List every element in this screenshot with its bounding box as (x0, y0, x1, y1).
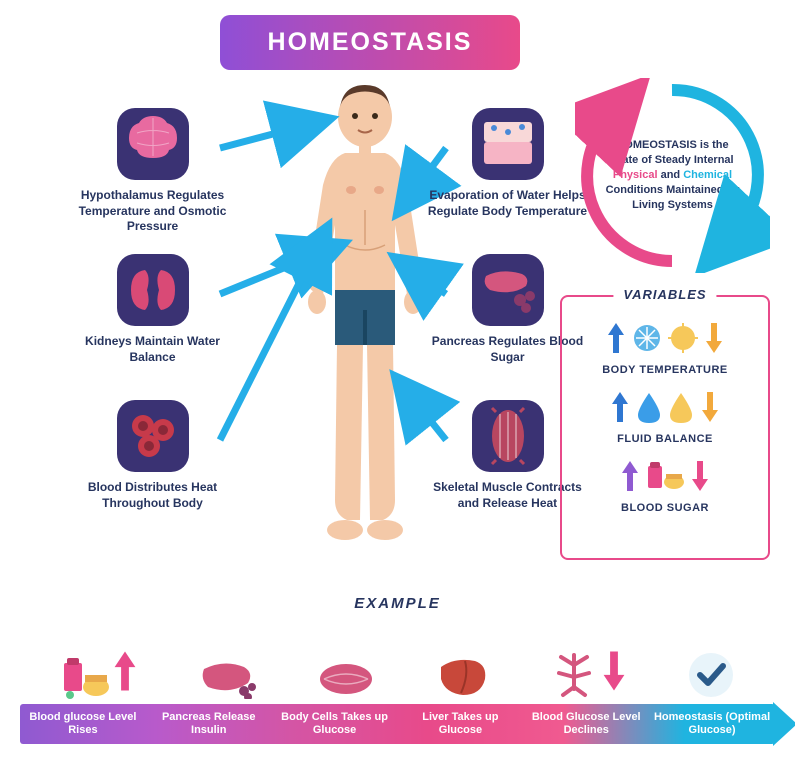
arrow-up-icon (610, 390, 630, 429)
blood-icon (117, 400, 189, 472)
arrow-down-icon (700, 390, 720, 429)
example-step-label: Liver Takes up Glucose (397, 704, 523, 744)
organ-card-hypothalamus: Hypothalamus Regulates Temperature and O… (70, 108, 235, 235)
example-step-icon (687, 651, 735, 699)
organ-card-skin: Evaporation of Water Helps Regulate Body… (425, 108, 590, 219)
pancreas-icon (472, 254, 544, 326)
variable-icon (668, 391, 694, 428)
variables-panel: VARIABLES BODY TEMPERATURE FLUID BALANCE… (560, 295, 770, 560)
example-step-label: Pancreas Release Insulin (146, 704, 272, 744)
arrow-down-icon (601, 648, 627, 699)
hypothalamus-icon (117, 108, 189, 180)
skin-icon (472, 108, 544, 180)
example-title: EXAMPLE (354, 595, 441, 612)
variable-row (570, 390, 760, 429)
title-text: HOMEOSTASIS (268, 28, 473, 57)
variable-icon (646, 460, 684, 497)
variable-label: BODY TEMPERATURE (570, 364, 760, 376)
arrow-up-icon (606, 321, 626, 360)
variable-row (570, 459, 760, 498)
example-step-label: Blood Glucose Level Declines (523, 704, 649, 744)
title-banner: HOMEOSTASIS (220, 15, 520, 70)
arrow-up-icon (112, 648, 138, 699)
variable-icon (636, 391, 662, 428)
variable-label: FLUID BALANCE (570, 433, 760, 445)
variable-icon (632, 323, 662, 358)
kidneys-icon (117, 254, 189, 326)
variable-row (570, 321, 760, 360)
arrow-down-icon (690, 459, 710, 498)
variable-label: BLOOD SUGAR (570, 502, 760, 514)
organ-card-kidneys: Kidneys Maintain Water Balance (70, 254, 235, 365)
organ-card-blood: Blood Distributes Heat Throughout Body (70, 400, 235, 511)
example-step-icon (549, 648, 627, 699)
variables-title: VARIABLES (613, 287, 716, 302)
organ-label: Evaporation of Water Helps Regulate Body… (425, 188, 590, 219)
variable-icon (668, 323, 698, 358)
example-flow: Blood glucose Level RisesPancreas Releas… (20, 641, 775, 744)
example-step-label: Homeostasis (Optimal Glucose) (649, 704, 775, 744)
muscle-icon (472, 400, 544, 472)
arrow-down-icon (704, 321, 724, 360)
example-step-icon (435, 655, 489, 699)
human-figure (285, 80, 445, 550)
example-step-label: Blood glucose Level Rises (20, 704, 146, 744)
example-step-icon (60, 648, 138, 699)
example-step-icon (318, 659, 374, 699)
arrow-up-icon (620, 459, 640, 498)
organ-label: Kidneys Maintain Water Balance (70, 334, 235, 365)
example-step-icon (198, 655, 258, 699)
example-step-label: Body Cells Takes up Glucose (272, 704, 398, 744)
organ-label: Blood Distributes Heat Throughout Body (70, 480, 235, 511)
definition-cycle: HOMEOSTASIS is the State of Steady Inter… (575, 78, 770, 273)
organ-label: Hypothalamus Regulates Temperature and O… (70, 188, 235, 235)
